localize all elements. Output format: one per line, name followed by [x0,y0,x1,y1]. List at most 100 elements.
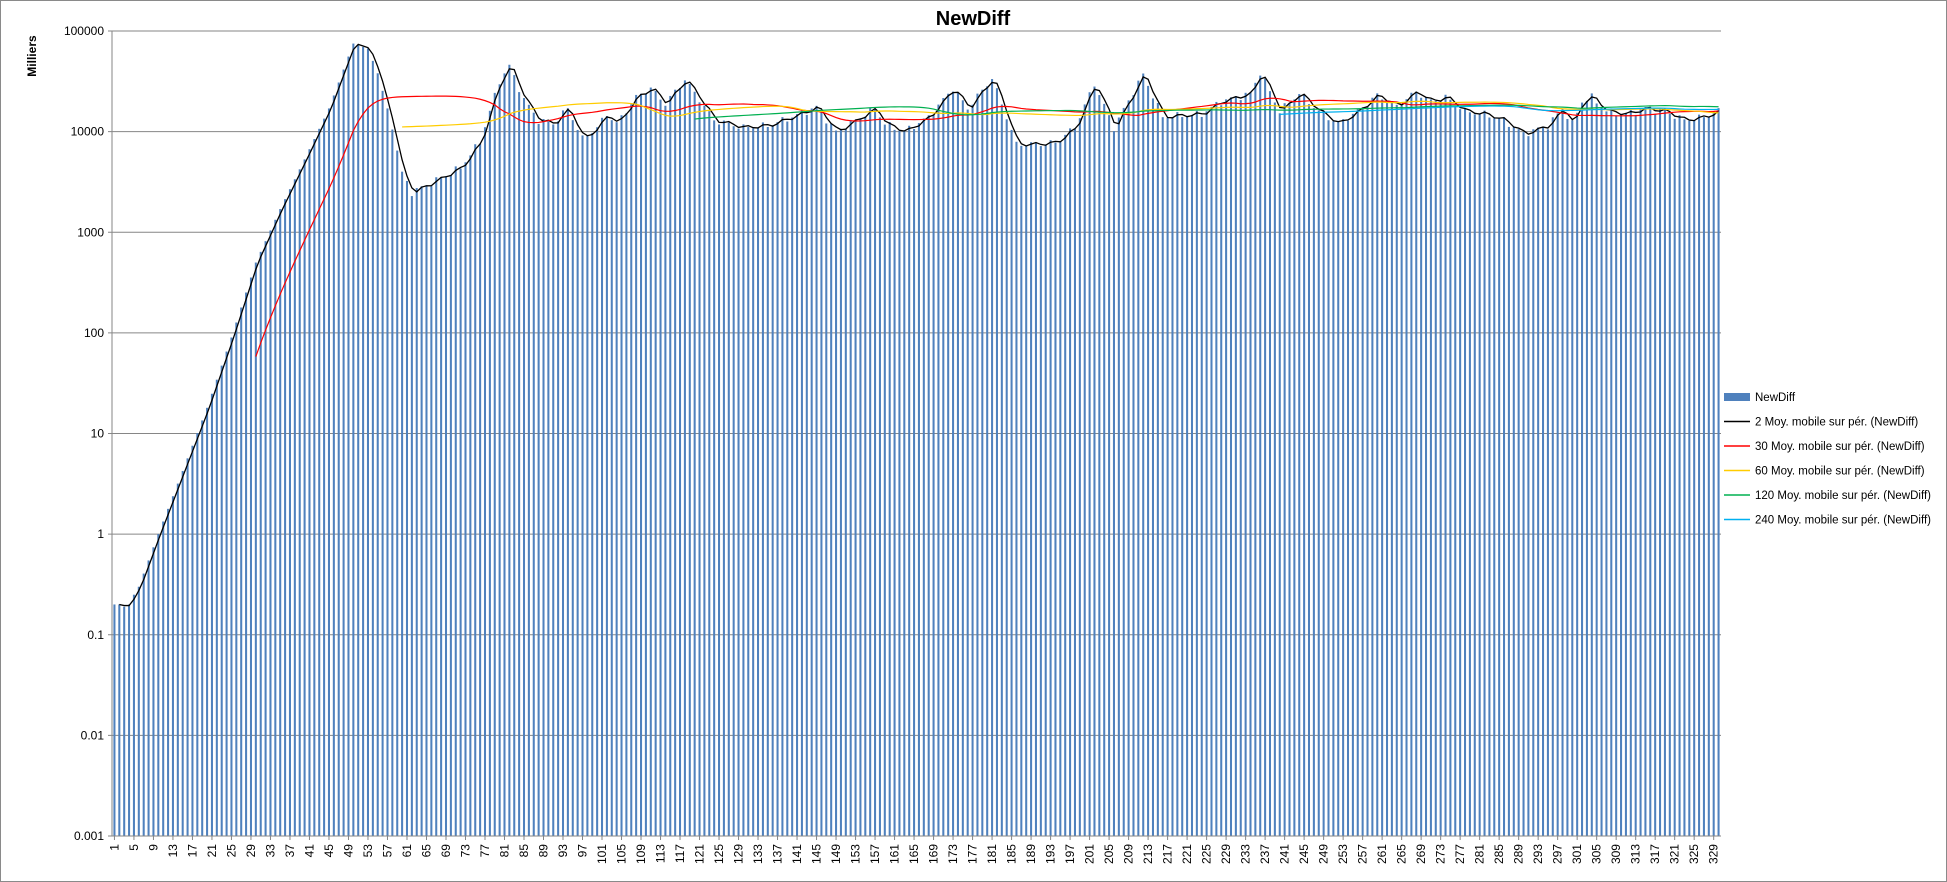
bar [947,93,950,837]
bar [781,117,784,836]
bar [1381,99,1384,836]
bar [415,188,418,836]
bar [1624,113,1627,836]
bar [420,186,423,837]
y-tick-label: 1 [97,527,104,541]
bar [396,150,399,837]
bar [1254,82,1257,836]
x-tick-label: 253 [1336,844,1350,864]
bar [815,105,818,837]
bar [835,130,838,836]
bar [976,93,979,837]
bar [1668,113,1671,836]
bar [1400,104,1403,836]
bar [1654,113,1657,837]
x-tick-label: 121 [693,844,707,864]
bar [1498,117,1501,836]
bar [215,379,218,836]
bar [1195,110,1198,837]
bar [1332,121,1335,836]
bar [966,109,969,836]
bar [810,108,813,836]
y-tick-label: 0.001 [74,829,104,843]
bar [1298,94,1301,836]
bar [1561,109,1564,837]
bar [1449,99,1452,837]
x-tick-label: 289 [1512,844,1526,864]
bar [522,98,526,837]
bar [820,112,823,836]
bar [1083,104,1086,837]
bar [1546,129,1549,836]
bar [1707,117,1710,836]
bar [1468,112,1471,836]
x-tick-label: 285 [1492,844,1506,864]
bar [1410,92,1413,836]
bar [586,136,589,836]
bar [844,129,847,836]
bar [1283,103,1286,836]
x-tick-label: 37 [283,844,297,858]
legend-label: 240 Moy. mobile sur pér. (NewDiff) [1755,515,1931,527]
bar [1459,109,1462,836]
x-tick-label: 309 [1609,844,1623,864]
bar [1342,119,1345,837]
bar [1571,120,1574,836]
bar [693,91,696,837]
bar [961,100,964,837]
bar [839,128,842,836]
x-tick-label: 149 [829,844,843,864]
bar [347,56,350,837]
x-tick-label: 189 [1024,844,1038,864]
bar [718,124,721,837]
x-tick-label: 257 [1356,844,1370,864]
bar [1307,104,1311,837]
bar [162,521,165,836]
bar [357,45,360,837]
bar [942,98,945,836]
bar [747,127,750,837]
y-tick-label: 100 [84,326,104,340]
bar [557,121,560,836]
bar [1478,113,1481,836]
bar [327,108,330,836]
bar [1156,102,1159,837]
bar [1015,141,1018,836]
bar [483,127,487,836]
bar [147,560,150,836]
bar [1244,92,1247,837]
bar [737,128,740,837]
x-tick-label: 265 [1395,844,1409,864]
x-tick-label: 45 [322,844,336,858]
bar [264,241,267,836]
x-tick-label: 313 [1629,844,1643,864]
bar [1112,131,1115,836]
moving-average-line-2 [119,43,1720,607]
bar [571,120,574,837]
bar [927,115,930,837]
bar [1288,102,1291,836]
x-tick-label: 197 [1063,844,1077,864]
bar [176,483,179,836]
legend-swatch-newdiff [1724,393,1750,401]
bar [742,124,745,836]
bar [1639,109,1642,837]
bar [449,174,452,836]
bar [1659,108,1662,836]
bar [513,75,516,837]
bar [220,365,223,836]
x-tick-label: 177 [966,844,980,864]
y-axis-label: Milliers [25,35,39,77]
bar [1010,129,1013,836]
bar [1249,92,1252,836]
x-tick-label: 325 [1687,844,1701,864]
bar [1117,117,1120,837]
bar [917,123,920,837]
bar [518,92,521,837]
bar [1225,99,1228,837]
x-tick-label: 145 [810,844,824,864]
bar [644,94,647,837]
x-tick-label: 129 [732,844,746,864]
bar [167,508,170,836]
x-tick-label: 153 [849,844,863,864]
